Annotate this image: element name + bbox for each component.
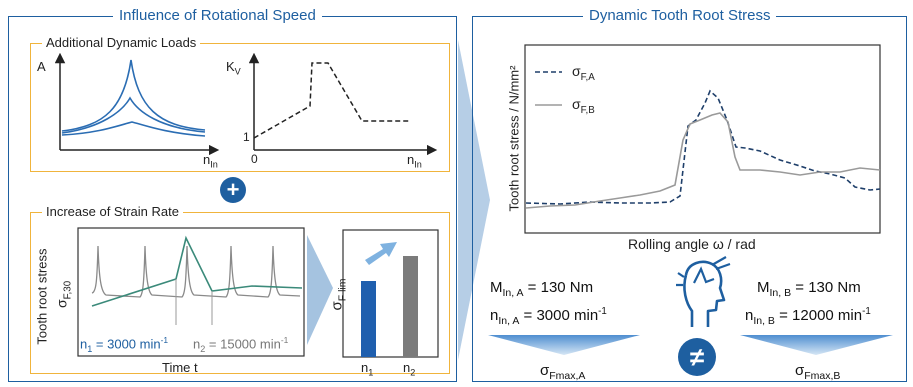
chart-kv-curve <box>253 62 410 139</box>
series-sigma-fb <box>525 112 881 209</box>
series-sigma-fa <box>525 89 881 205</box>
chart-kv-x-tick: 0 <box>251 152 258 166</box>
stress-chart-frame <box>524 44 881 234</box>
arrow-up-right-icon <box>365 242 397 265</box>
chart-a-ylabel: A <box>37 59 46 74</box>
chart-a-curve-low <box>61 121 206 137</box>
strain-chart-frame <box>77 227 305 357</box>
strain-n1-label: n1 = 3000 min-1 <box>80 335 169 354</box>
person-head-icon <box>676 256 731 327</box>
chart-kv-xlabel: nIn <box>407 152 422 170</box>
case-a-speed: nIn, A = 3000 min-1 <box>490 306 607 327</box>
chart-kv-y-tick: 1 <box>243 130 250 144</box>
legend-sigma-fb: σF,B <box>572 96 595 116</box>
strain-n2-label: n2 = 15000 min-1 <box>193 335 289 354</box>
strain-curve-n1 <box>91 235 303 307</box>
chart-a-curve-mid <box>61 96 206 134</box>
bar-chart-frame <box>342 229 439 358</box>
chart-a-curve-high <box>61 59 206 132</box>
case-b-speed: nIn, B = 12000 min-1 <box>745 306 871 327</box>
bar-cat-2: n2 <box>403 360 416 378</box>
strain-rate-title: Increase of Strain Rate <box>42 205 183 219</box>
dynamic-loads-box <box>30 43 450 172</box>
plus-icon: + <box>220 177 246 203</box>
case-b-result: σFmax,B <box>795 362 841 382</box>
bar-cat-1: n1 <box>361 360 374 378</box>
chart-kv-ylabel: KV <box>226 59 241 77</box>
strain-rate-box <box>30 212 450 374</box>
not-equal-icon: ≠ <box>678 338 716 376</box>
case-a-result: σFmax,A <box>540 362 586 382</box>
dynamic-loads-title: Additional Dynamic Loads <box>42 36 201 50</box>
strain-curve-n2 <box>91 245 301 298</box>
case-b-torque: MIn, B = 130 Nm <box>757 279 861 299</box>
case-a-torque: MIn, A = 130 Nm <box>490 279 594 299</box>
chevron-right-icon <box>307 235 333 345</box>
bar-n2 <box>403 256 418 357</box>
left-panel-title: Influence of Rotational Speed <box>113 8 322 24</box>
chart-a-xlabel: nIn <box>203 152 218 170</box>
right-panel-title: Dynamic Tooth Root Stress <box>583 8 777 24</box>
stress-xlabel: Rolling angle ω / rad <box>628 236 756 252</box>
bar-n1 <box>361 281 376 357</box>
legend-sigma-fa: σF,A <box>572 63 595 83</box>
strain-xlabel: Time t <box>162 360 198 375</box>
